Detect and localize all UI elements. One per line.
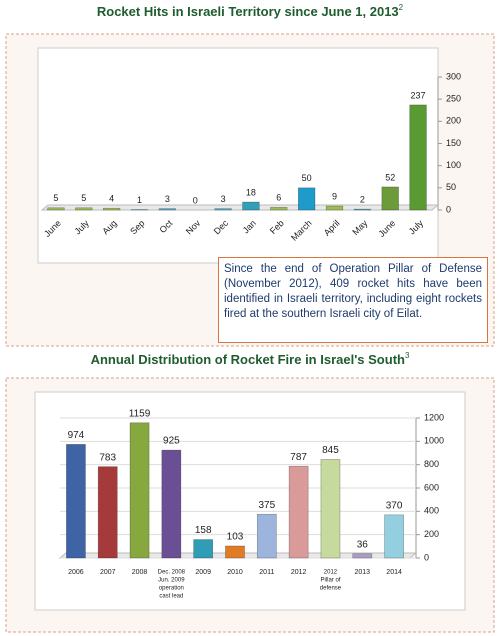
bar xyxy=(270,207,288,211)
bar xyxy=(161,449,182,559)
value-label: 787 xyxy=(290,452,307,463)
bar xyxy=(256,513,277,559)
y-tick-label: 800 xyxy=(424,459,439,469)
value-label: 3 xyxy=(221,194,226,204)
footnote-ref: 2 xyxy=(399,3,404,12)
chart-title: Rocket Hits in Israeli Territory since J… xyxy=(97,3,404,19)
value-label: 9 xyxy=(332,191,337,201)
bar xyxy=(158,208,177,211)
value-label: 0 xyxy=(193,195,198,205)
x-tick-label: 2006 xyxy=(68,569,84,576)
value-label: 3 xyxy=(165,194,170,204)
value-label: 18 xyxy=(246,187,256,197)
bar xyxy=(47,207,65,211)
y-tick-label: 600 xyxy=(424,482,439,492)
bar xyxy=(214,208,232,211)
y-tick-label: 200 xyxy=(424,529,439,539)
bar xyxy=(353,208,372,211)
x-tick-label: operation xyxy=(159,586,184,592)
title-text: Annual Distribution of Rocket Fire in Is… xyxy=(91,352,405,367)
value-label: 237 xyxy=(411,90,426,100)
x-tick-label: 2008 xyxy=(132,569,148,576)
x-tick-label: Pillar of xyxy=(320,578,340,584)
bar xyxy=(225,545,245,559)
footnote-ref: 3 xyxy=(405,351,410,360)
value-label: 4 xyxy=(109,194,114,204)
y-tick-label: 1000 xyxy=(424,436,444,446)
annotation: Since the end of Operation Pillar of Def… xyxy=(218,257,488,343)
value-label: 36 xyxy=(357,539,369,550)
x-tick-label: 2007 xyxy=(100,569,116,576)
x-tick-label: 2012 xyxy=(324,570,338,576)
value-label: 845 xyxy=(322,445,339,456)
plot-frame xyxy=(37,47,439,264)
bar xyxy=(409,104,427,211)
y-tick-label: 250 xyxy=(446,94,461,104)
bar xyxy=(193,539,214,559)
value-label: 5 xyxy=(81,193,86,203)
value-label: 783 xyxy=(99,452,116,463)
x-tick-label: 2011 xyxy=(259,569,274,576)
floor xyxy=(40,204,440,211)
value-label: 370 xyxy=(386,500,403,511)
bar xyxy=(384,514,404,559)
bar xyxy=(129,422,150,559)
x-tick-label: Dec. 2008 xyxy=(158,570,186,576)
bar xyxy=(320,459,341,559)
y-tick-label: 100 xyxy=(446,160,461,170)
value-label: 52 xyxy=(385,172,395,182)
value-label: 2 xyxy=(360,194,365,204)
value-label: 103 xyxy=(227,532,244,543)
y-tick-label: 400 xyxy=(424,506,439,516)
x-tick-label: cast lead xyxy=(159,594,183,600)
title-text: Rocket Hits in Israeli Territory since J… xyxy=(97,4,399,19)
bar xyxy=(297,187,316,211)
y-tick-label: 300 xyxy=(446,71,461,81)
value-label: 50 xyxy=(302,173,312,183)
bar xyxy=(66,444,86,559)
y-tick-label: 0 xyxy=(446,204,451,214)
x-tick-label: 2012 xyxy=(291,569,307,576)
x-tick-label: 2010 xyxy=(227,569,243,576)
bar xyxy=(325,205,344,211)
chart-title: Annual Distribution of Rocket Fire in Is… xyxy=(91,351,410,367)
x-tick-label: 2013 xyxy=(354,569,370,576)
value-label: 158 xyxy=(195,525,212,536)
value-label: 925 xyxy=(163,436,180,447)
value-label: 6 xyxy=(276,193,281,203)
bar xyxy=(381,186,399,211)
bar xyxy=(352,553,373,559)
y-tick-label: 50 xyxy=(446,182,456,192)
bar xyxy=(75,207,93,211)
value-label: 5 xyxy=(53,193,58,203)
value-label: 1159 xyxy=(129,408,151,419)
bar xyxy=(288,465,309,559)
x-tick-label: defense xyxy=(320,586,342,592)
value-label: 375 xyxy=(258,500,275,511)
y-tick-label: 0 xyxy=(424,552,429,562)
x-tick-label: Jun. 2009 xyxy=(158,578,185,584)
value-label: 974 xyxy=(68,430,85,441)
bar xyxy=(242,201,260,211)
bar xyxy=(97,466,118,559)
y-tick-label: 200 xyxy=(446,116,461,126)
x-tick-label: 2009 xyxy=(195,569,211,576)
x-tick-label: 2014 xyxy=(386,569,402,576)
y-tick-label: 150 xyxy=(446,138,461,148)
y-tick-label: 1200 xyxy=(424,412,444,422)
value-label: 1 xyxy=(137,195,142,205)
bar xyxy=(102,207,121,211)
